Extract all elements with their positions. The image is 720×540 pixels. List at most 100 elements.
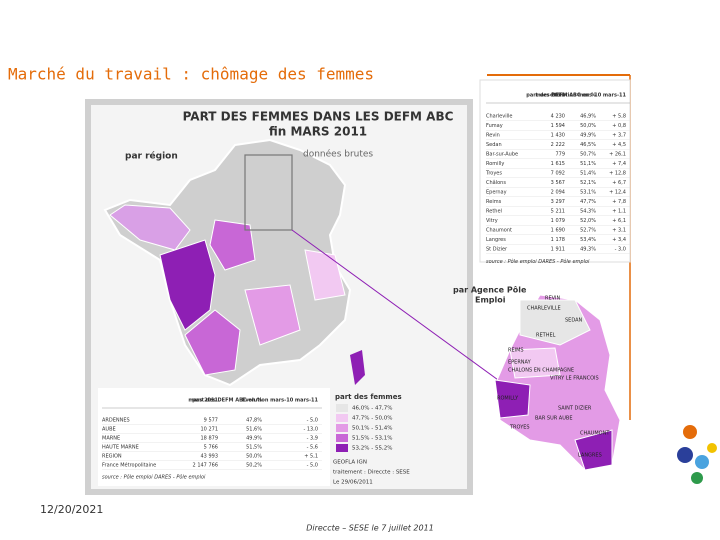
agency-table-cell: 1 079 [551,218,565,224]
region-table-cell: 10 271 [201,427,219,433]
agency-zone-light [519,299,591,346]
agency-table-cell: Chaumont [486,228,512,234]
region-table-cell: REGION [102,454,122,460]
agency-table-cell: Châlons [486,179,506,186]
agency-label: SEDAN [565,318,583,324]
agency-table-cell: + 1,1 [612,209,626,215]
agency-table-cell: 3 567 [551,180,565,186]
agency-label: CHAUMONT [580,431,610,437]
agency-table-cell: + 4,5 [612,142,626,148]
agency-table-cell: Fumay [486,123,503,129]
logo-part [695,455,709,469]
map-subtitle: fin MARS 2011 [269,125,367,139]
agency-table-cell: 47,7% [580,199,596,205]
region-table-cell: - 5,0 [307,463,318,469]
agency-table-cell: Sedan [486,142,502,148]
region-table-cell: - 5,6 [307,445,318,451]
agency-table-cell: Langres [486,237,506,243]
agency-table-cell: 52,1% [580,180,596,186]
logo-part [677,447,693,463]
agency-table-cell: Troyes [485,171,502,177]
agency-table-cell: 5 211 [551,209,565,215]
agency-table-source: source : Pôle emploi DARES - Pôle emploi [486,258,590,265]
agency-label: TROYES [509,425,530,431]
region-table-cell: 9 577 [204,418,218,424]
region-rhone [304,249,346,301]
agency-label: ROMILLY [497,396,519,402]
region-table-cell: 5 766 [204,445,218,451]
credit: traitement : Direccte : SESE [333,470,410,476]
agency-table-header: évolution mars-10 mars-11 [550,92,627,99]
agency-zone-dark [494,379,531,419]
region-table-cell: France Métropolitaine [102,462,156,469]
agency-table-cell: + 6,7 [612,180,626,186]
region-aquitaine [184,309,241,376]
legend-swatch [336,424,348,432]
region-table-cell: 43 993 [201,454,219,460]
agency-table-panel [479,79,631,263]
agency-table-cell: + 6,1 [612,218,626,224]
region-table-cell: + 5,1 [304,454,318,460]
agency-table-cell: 46,9% [580,114,596,120]
legend-title: part des femmes [335,393,402,401]
agency-table-cell: 52,0% [580,218,596,224]
credit: Le 29/06/2011 [333,480,373,486]
agency-table-cell: Vitry [486,218,498,224]
agency-table-header: part des DEFM ABC en % [526,93,596,99]
region-table-cell: 49,9% [246,436,262,442]
agency-zone-dark [574,429,613,471]
agency-table-cell: 1 594 [551,123,565,129]
agency-table-cell: Epernay [486,190,507,196]
agency-table-cell: 1 690 [551,228,565,234]
agency-table-cell: 2 222 [551,142,565,148]
agency-table-cell: 1 430 [551,133,565,139]
legend-label: 51,5% - 53,1% [352,436,392,442]
agency-table-header: mars 2011 [535,93,565,99]
region-table-cell: - 3,9 [307,436,318,442]
agency-table-cell: + 7,4 [612,161,626,167]
agency-table-cell: + 5,8 [612,114,626,120]
agency-zone-light [509,347,561,379]
legend-label: 47,7% - 50,0% [352,416,392,422]
agency-table-cell: + 3,4 [612,237,626,243]
agency-table-cell: Reims [486,199,502,205]
agency-table-cell: 49,3% [580,247,596,253]
region-table-cell: - 13,0 [303,427,318,433]
logo-part [691,472,703,484]
agency-table-cell: 2 094 [551,190,565,196]
region-table-cell: - 5,0 [307,418,318,424]
agency-table-cell: - 3,0 [615,247,626,253]
footer: Direccte – SESE le 7 juillet 2011 [306,524,434,533]
corsica [350,350,365,385]
agency-table-cell: Revin [486,133,500,139]
agency-label: REVIN [545,296,561,302]
agency-table-cell: 50,7% [580,152,596,158]
map-label: par Agence Pôle [453,285,527,295]
agency-table-cell: 1 911 [551,247,565,253]
legend-swatch [336,434,348,442]
agency-label: CHARLEVILLE [527,306,561,312]
agency-table-cell: 46,5% [580,142,596,148]
region-table-cell: HAUTE MARNE [102,445,139,451]
agency-table-cell: + 3,7 [612,133,626,139]
agency-table-cell: 53,1% [580,190,596,196]
region-table-header: mars 2011 [188,398,218,404]
agency-table-cell: 51,1% [580,161,596,167]
legend-label: 50,1% - 51,4% [352,426,392,432]
agency-table-cell: + 26,1 [609,152,626,158]
agency-table-cell: Rethel [486,209,502,215]
region-table-cell: 51,5% [246,445,262,451]
credit: GEOFLA IGN [333,460,367,466]
region-centre [209,219,256,271]
agency-table-cell: St Dizier [486,247,508,253]
agency-table-cell: Romilly [486,161,504,167]
region-table-cell: MARNE [102,436,120,442]
region-table-source: source : Pôle emploi DARES - Pôle emploi [102,474,206,481]
agency-table-cell: + 3,1 [612,228,626,234]
agency-label: EPERNAY [508,360,532,366]
region-table-cell: ARDENNES [102,418,130,424]
region-table-cell: 50,2% [246,463,262,469]
map-title: PART DES FEMMES DANS LES DEFM ABC [183,110,454,124]
region-table-cell: 47,8% [246,418,262,424]
